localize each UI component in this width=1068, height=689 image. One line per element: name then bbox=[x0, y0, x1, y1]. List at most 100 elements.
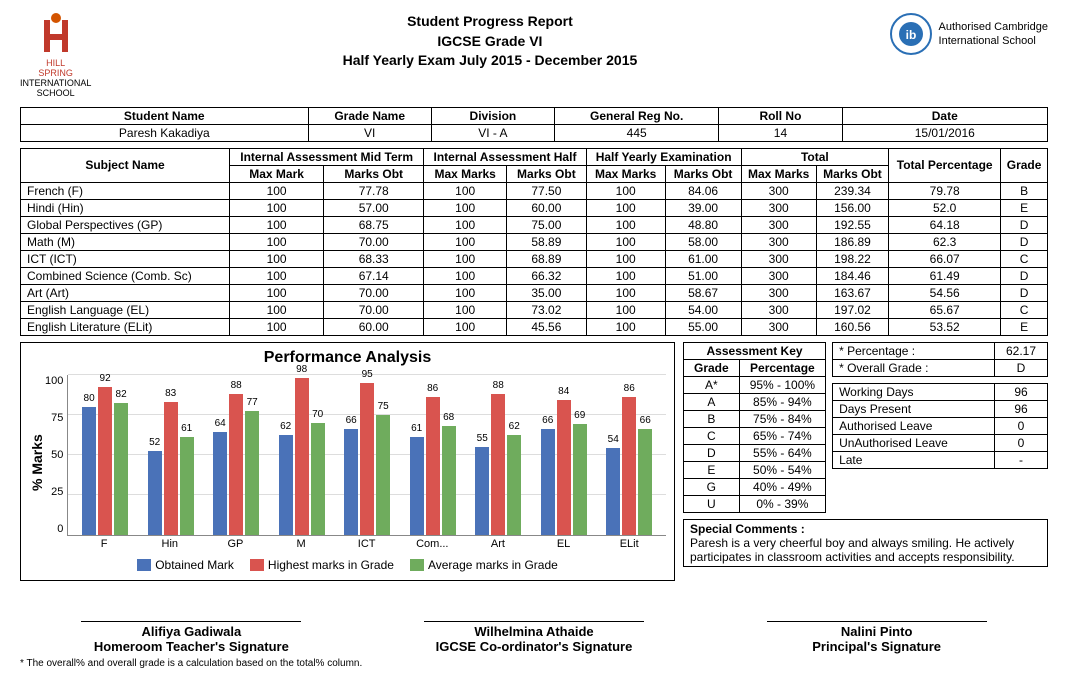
mark-cell: 75.00 bbox=[507, 216, 587, 233]
chart-bar-group: 668469 bbox=[541, 400, 587, 534]
mark-cell: 100 bbox=[586, 267, 665, 284]
signature-block: Nalini PintoPrincipal's Signature bbox=[767, 621, 987, 654]
mark-cell: 67.14 bbox=[324, 267, 424, 284]
mark-cell: 35.00 bbox=[507, 284, 587, 301]
mark-cell: 84.06 bbox=[665, 182, 741, 199]
mark-cell: 100 bbox=[424, 250, 507, 267]
chart-bar: 66 bbox=[541, 429, 555, 535]
subject-cell: English Literature (ELit) bbox=[21, 318, 230, 335]
mark-cell: 100 bbox=[586, 216, 665, 233]
grade-cell: D bbox=[1001, 216, 1048, 233]
grade-cell: D bbox=[1001, 267, 1048, 284]
chart-bar: 92 bbox=[98, 387, 112, 534]
mark-cell: 100 bbox=[230, 182, 324, 199]
chart-bar: 88 bbox=[491, 394, 505, 535]
school-logo-left: HILL SPRING INTERNATIONAL SCHOOL bbox=[20, 12, 91, 99]
mark-cell: 197.02 bbox=[816, 301, 888, 318]
grade-cell: D bbox=[1001, 233, 1048, 250]
mark-cell: 100 bbox=[424, 301, 507, 318]
info-header: Division bbox=[431, 107, 554, 124]
mark-cell: 100 bbox=[586, 250, 665, 267]
info-value: Paresh Kakadiya bbox=[21, 124, 309, 141]
mark-cell: 57.00 bbox=[324, 199, 424, 216]
mark-cell: 160.56 bbox=[816, 318, 888, 335]
chart-bar: 83 bbox=[164, 402, 178, 535]
marks-row: French (F)10077.7810077.5010084.06300239… bbox=[21, 182, 1048, 199]
mark-cell: 300 bbox=[741, 318, 816, 335]
grade-cell: B bbox=[1001, 182, 1048, 199]
grade-cell: E bbox=[1001, 318, 1048, 335]
chart-bar: 70 bbox=[311, 423, 325, 535]
chart-x-labels: FHinGPMICTCom...ArtELELit bbox=[67, 538, 666, 550]
mark-cell: 77.50 bbox=[507, 182, 587, 199]
svg-text:ib: ib bbox=[905, 28, 916, 42]
mark-cell: 45.56 bbox=[507, 318, 587, 335]
mark-cell: 300 bbox=[741, 182, 816, 199]
key-row: A*95% - 100% bbox=[684, 376, 826, 393]
report-header: HILL SPRING INTERNATIONAL SCHOOL Student… bbox=[20, 12, 1048, 99]
cambridge-logo-right: ib Authorised Cambridge International Sc… bbox=[889, 12, 1048, 56]
pct-cell: 62.3 bbox=[889, 233, 1001, 250]
chart-y-ticks: 1007550250 bbox=[45, 375, 67, 535]
chart-legend: Obtained MarkHighest marks in GradeAvera… bbox=[29, 558, 666, 572]
marks-row: English Literature (ELit)10060.0010045.5… bbox=[21, 318, 1048, 335]
chart-bar-group: 648877 bbox=[213, 394, 259, 535]
mark-cell: 100 bbox=[424, 267, 507, 284]
mark-cell: 100 bbox=[424, 284, 507, 301]
summary-row: * Percentage :62.17 bbox=[833, 342, 1048, 359]
chart-bar: 62 bbox=[279, 435, 293, 534]
info-value: VI - A bbox=[431, 124, 554, 141]
mark-cell: 100 bbox=[424, 199, 507, 216]
chart-bar-group: 809282 bbox=[82, 387, 128, 534]
student-info-table: Student NameGrade NameDivisionGeneral Re… bbox=[20, 107, 1048, 142]
mark-cell: 48.80 bbox=[665, 216, 741, 233]
mark-cell: 300 bbox=[741, 267, 816, 284]
mark-cell: 100 bbox=[586, 233, 665, 250]
chart-bar: 88 bbox=[229, 394, 243, 535]
mark-cell: 198.22 bbox=[816, 250, 888, 267]
key-row: D55% - 64% bbox=[684, 444, 826, 461]
info-header: General Reg No. bbox=[555, 107, 719, 124]
mark-cell: 100 bbox=[586, 284, 665, 301]
signature-row: Alifiya GadiwalaHomeroom Teacher's Signa… bbox=[20, 621, 1048, 654]
pct-cell: 53.52 bbox=[889, 318, 1001, 335]
chart-bar: 69 bbox=[573, 424, 587, 534]
legend-item: Obtained Mark bbox=[137, 558, 234, 572]
marks-row: Hindi (Hin)10057.0010060.0010039.0030015… bbox=[21, 199, 1048, 216]
chart-bar: 66 bbox=[638, 429, 652, 535]
mark-cell: 300 bbox=[741, 233, 816, 250]
summary-row: Days Present96 bbox=[833, 400, 1048, 417]
info-value: 15/01/2016 bbox=[842, 124, 1047, 141]
marks-row: Art (Art)10070.0010035.0010058.67300163.… bbox=[21, 284, 1048, 301]
chart-bar: 66 bbox=[344, 429, 358, 535]
key-row: U0% - 39% bbox=[684, 495, 826, 512]
mark-cell: 100 bbox=[230, 267, 324, 284]
chart-bar: 52 bbox=[148, 451, 162, 534]
chart-bar-group: 558862 bbox=[475, 394, 521, 535]
summary-row: UnAuthorised Leave0 bbox=[833, 434, 1048, 451]
marks-row: ICT (ICT)10068.3310068.8910061.00300198.… bbox=[21, 250, 1048, 267]
info-value: 14 bbox=[719, 124, 842, 141]
key-row: B75% - 84% bbox=[684, 410, 826, 427]
chart-bar: 82 bbox=[114, 403, 128, 534]
assessment-key-table: Assessment Key GradePercentage A*95% - 1… bbox=[683, 342, 826, 513]
chart-bar: 61 bbox=[410, 437, 424, 535]
mark-cell: 184.46 bbox=[816, 267, 888, 284]
pct-cell: 66.07 bbox=[889, 250, 1001, 267]
chart-bar: 98 bbox=[295, 378, 309, 535]
chart-bar: 62 bbox=[507, 435, 521, 534]
key-row: G40% - 49% bbox=[684, 478, 826, 495]
mark-cell: 73.02 bbox=[507, 301, 587, 318]
mark-cell: 55.00 bbox=[665, 318, 741, 335]
chart-y-axis-label: % Marks bbox=[29, 375, 45, 550]
mark-cell: 186.89 bbox=[816, 233, 888, 250]
mark-cell: 70.00 bbox=[324, 284, 424, 301]
summary-row: Working Days96 bbox=[833, 383, 1048, 400]
summary-row: Authorised Leave0 bbox=[833, 417, 1048, 434]
grade-cell: C bbox=[1001, 301, 1048, 318]
info-header: Student Name bbox=[21, 107, 309, 124]
mark-cell: 239.34 bbox=[816, 182, 888, 199]
mark-cell: 68.33 bbox=[324, 250, 424, 267]
chart-bar: 54 bbox=[606, 448, 620, 534]
mark-cell: 100 bbox=[230, 301, 324, 318]
